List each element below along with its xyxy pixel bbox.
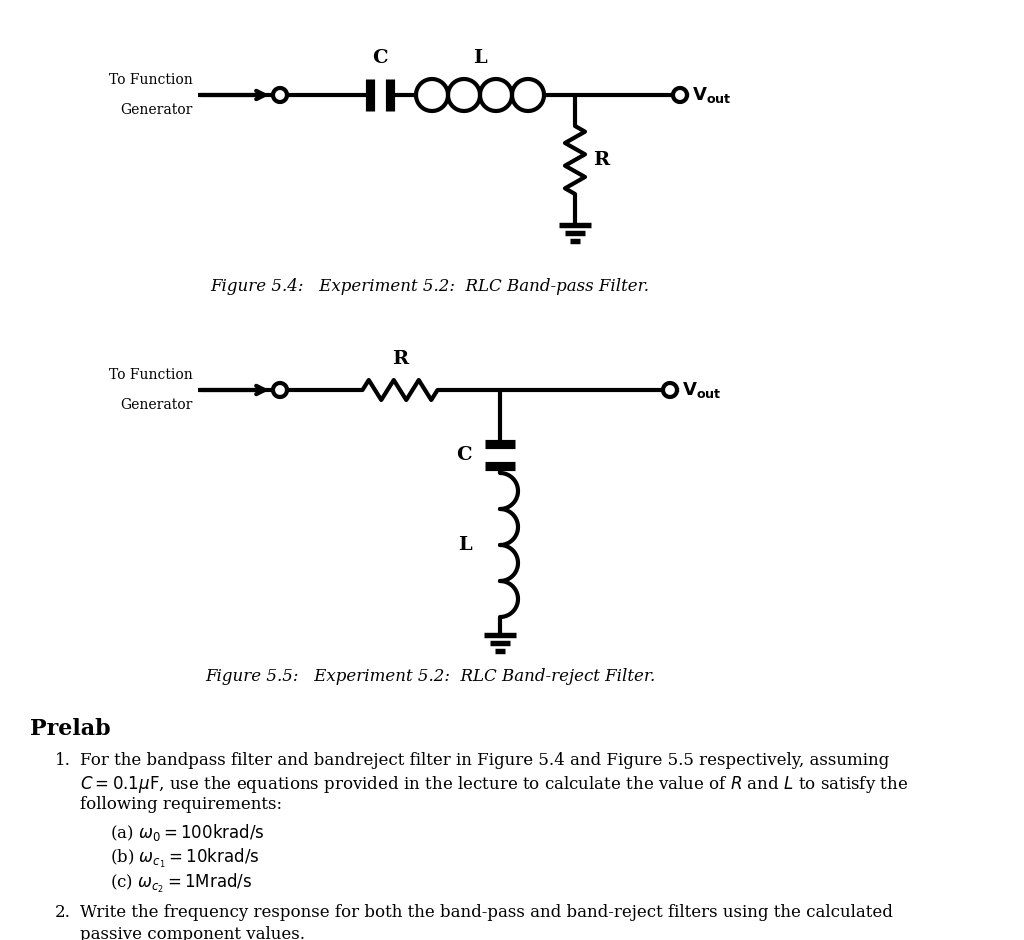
Text: Generator: Generator (121, 103, 193, 117)
Text: passive component values.: passive component values. (80, 926, 305, 940)
Text: (b) $\omega_{c_1} = 10\mathrm{krad/s}$: (b) $\omega_{c_1} = 10\mathrm{krad/s}$ (110, 847, 259, 870)
Text: R: R (593, 151, 609, 169)
Text: Prelab: Prelab (30, 718, 111, 740)
Text: $\mathbf{V}_{\mathbf{out}}$: $\mathbf{V}_{\mathbf{out}}$ (682, 380, 722, 400)
Text: Figure 5.5:   Experiment 5.2:  RLC Band-reject Filter.: Figure 5.5: Experiment 5.2: RLC Band-rej… (205, 668, 655, 685)
Polygon shape (273, 383, 287, 397)
Text: Generator: Generator (121, 398, 193, 412)
Text: Write the frequency response for both the band-pass and band-reject filters usin: Write the frequency response for both th… (80, 904, 893, 921)
Text: Figure 5.4:   Experiment 5.2:  RLC Band-pass Filter.: Figure 5.4: Experiment 5.2: RLC Band-pas… (211, 278, 649, 295)
Text: (c) $\omega_{c_2} = 1\mathrm{Mrad/s}$: (c) $\omega_{c_2} = 1\mathrm{Mrad/s}$ (110, 872, 252, 895)
Text: R: R (392, 350, 408, 368)
Text: 2.: 2. (55, 904, 71, 921)
Text: L: L (459, 536, 472, 554)
Text: To Function: To Function (110, 73, 193, 87)
Text: For the bandpass filter and bandreject filter in Figure 5.4 and Figure 5.5 respe: For the bandpass filter and bandreject f… (80, 752, 889, 769)
Text: To Function: To Function (110, 368, 193, 382)
Text: (a) $\omega_0 = 100\mathrm{krad/s}$: (a) $\omega_0 = 100\mathrm{krad/s}$ (110, 822, 265, 843)
Text: $\mathbf{V}_{\mathbf{out}}$: $\mathbf{V}_{\mathbf{out}}$ (692, 85, 731, 105)
Text: L: L (473, 49, 486, 67)
Text: following requirements:: following requirements: (80, 796, 283, 813)
Text: C: C (457, 446, 472, 464)
Polygon shape (663, 383, 677, 397)
Text: C: C (372, 49, 388, 67)
Text: $C = 0.1\mu\mathrm{F}$, use the equations provided in the lecture to calculate t: $C = 0.1\mu\mathrm{F}$, use the equation… (80, 774, 908, 795)
Polygon shape (273, 88, 287, 102)
Polygon shape (673, 88, 687, 102)
Text: 1.: 1. (55, 752, 71, 769)
